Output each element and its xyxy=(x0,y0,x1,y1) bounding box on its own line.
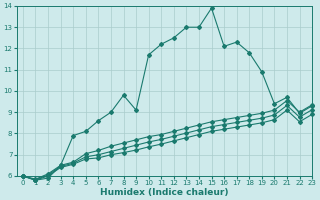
X-axis label: Humidex (Indice chaleur): Humidex (Indice chaleur) xyxy=(100,188,228,197)
